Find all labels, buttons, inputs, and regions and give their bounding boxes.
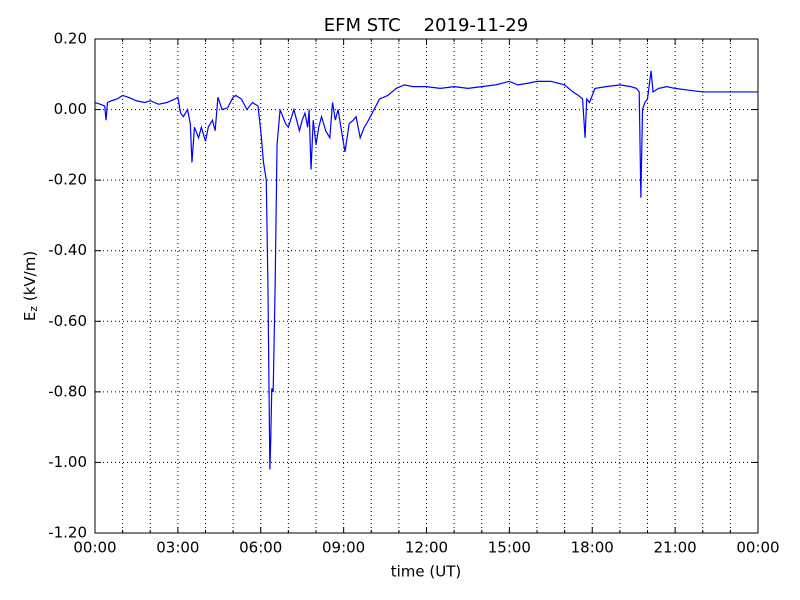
y-tick-label: 0.20	[54, 30, 87, 48]
x-tick-label: 12:00	[405, 539, 448, 557]
x-tick-label: 00:00	[736, 539, 779, 557]
y-tick-label: -0.60	[48, 312, 87, 330]
x-tick-label: 18:00	[571, 539, 614, 557]
x-tick-label: 15:00	[488, 539, 531, 557]
y-axis-label: Ez (kV/m)	[21, 251, 41, 321]
y-label-main: E	[21, 312, 39, 321]
chart-title: EFM STC 2019-11-29	[324, 15, 528, 36]
y-tick-label: 0.00	[54, 100, 87, 118]
x-tick-label: 03:00	[156, 539, 199, 557]
y-tick-label: -1.20	[48, 524, 87, 542]
y-label-unit: (kV/m)	[21, 251, 39, 306]
y-tick-label: -0.20	[48, 171, 87, 189]
y-label-sub: z	[27, 306, 40, 312]
x-tick-label: 06:00	[239, 539, 282, 557]
y-tick-label: -0.80	[48, 382, 87, 400]
plot-frame	[94, 38, 759, 534]
x-axis-label: time (UT)	[391, 563, 462, 581]
y-tick-label: -1.00	[48, 453, 87, 471]
x-tick-label: 21:00	[654, 539, 697, 557]
data-line	[94, 70, 758, 470]
x-tick-label: 09:00	[322, 539, 365, 557]
y-tick-label: -0.40	[48, 241, 87, 259]
x-tick-label: 00:00	[73, 539, 116, 557]
